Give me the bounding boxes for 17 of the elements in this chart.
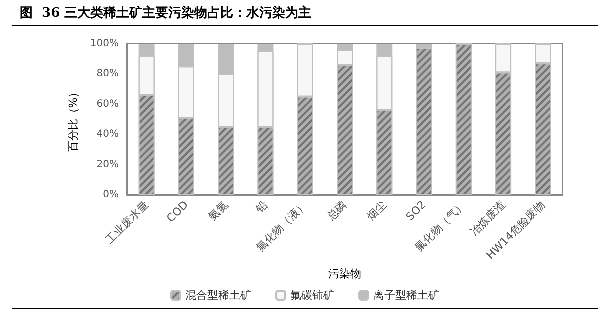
legend-label: 氟碳铈矿 bbox=[290, 289, 334, 302]
x-tick-label: 总磷 bbox=[324, 198, 350, 224]
y-tick-label: 20% bbox=[96, 159, 119, 170]
y-tick-label: 60% bbox=[96, 98, 119, 110]
x-axis-title: 污染物 bbox=[328, 267, 362, 280]
y-tick-label: 80% bbox=[96, 68, 119, 80]
chart-title: 图 36 三大类稀土矿主要污染物占比：水污染为主 bbox=[20, 4, 312, 22]
x-tick-label: 烟尘 bbox=[364, 198, 390, 224]
y-tick-label: 100% bbox=[90, 38, 119, 50]
legend-label: 混合型稀土矿 bbox=[186, 289, 252, 302]
x-tick-label: 铅 bbox=[252, 198, 270, 216]
legend-label: 离子型稀土矿 bbox=[374, 289, 440, 302]
x-tick-label: 氨氮 bbox=[206, 198, 231, 224]
x-tick-label: 工业废水量 bbox=[103, 198, 152, 246]
y-tick-label: 40% bbox=[96, 129, 119, 140]
y-axis-title: 百分比（%） bbox=[67, 86, 80, 152]
y-tick-label: 0% bbox=[103, 190, 119, 200]
